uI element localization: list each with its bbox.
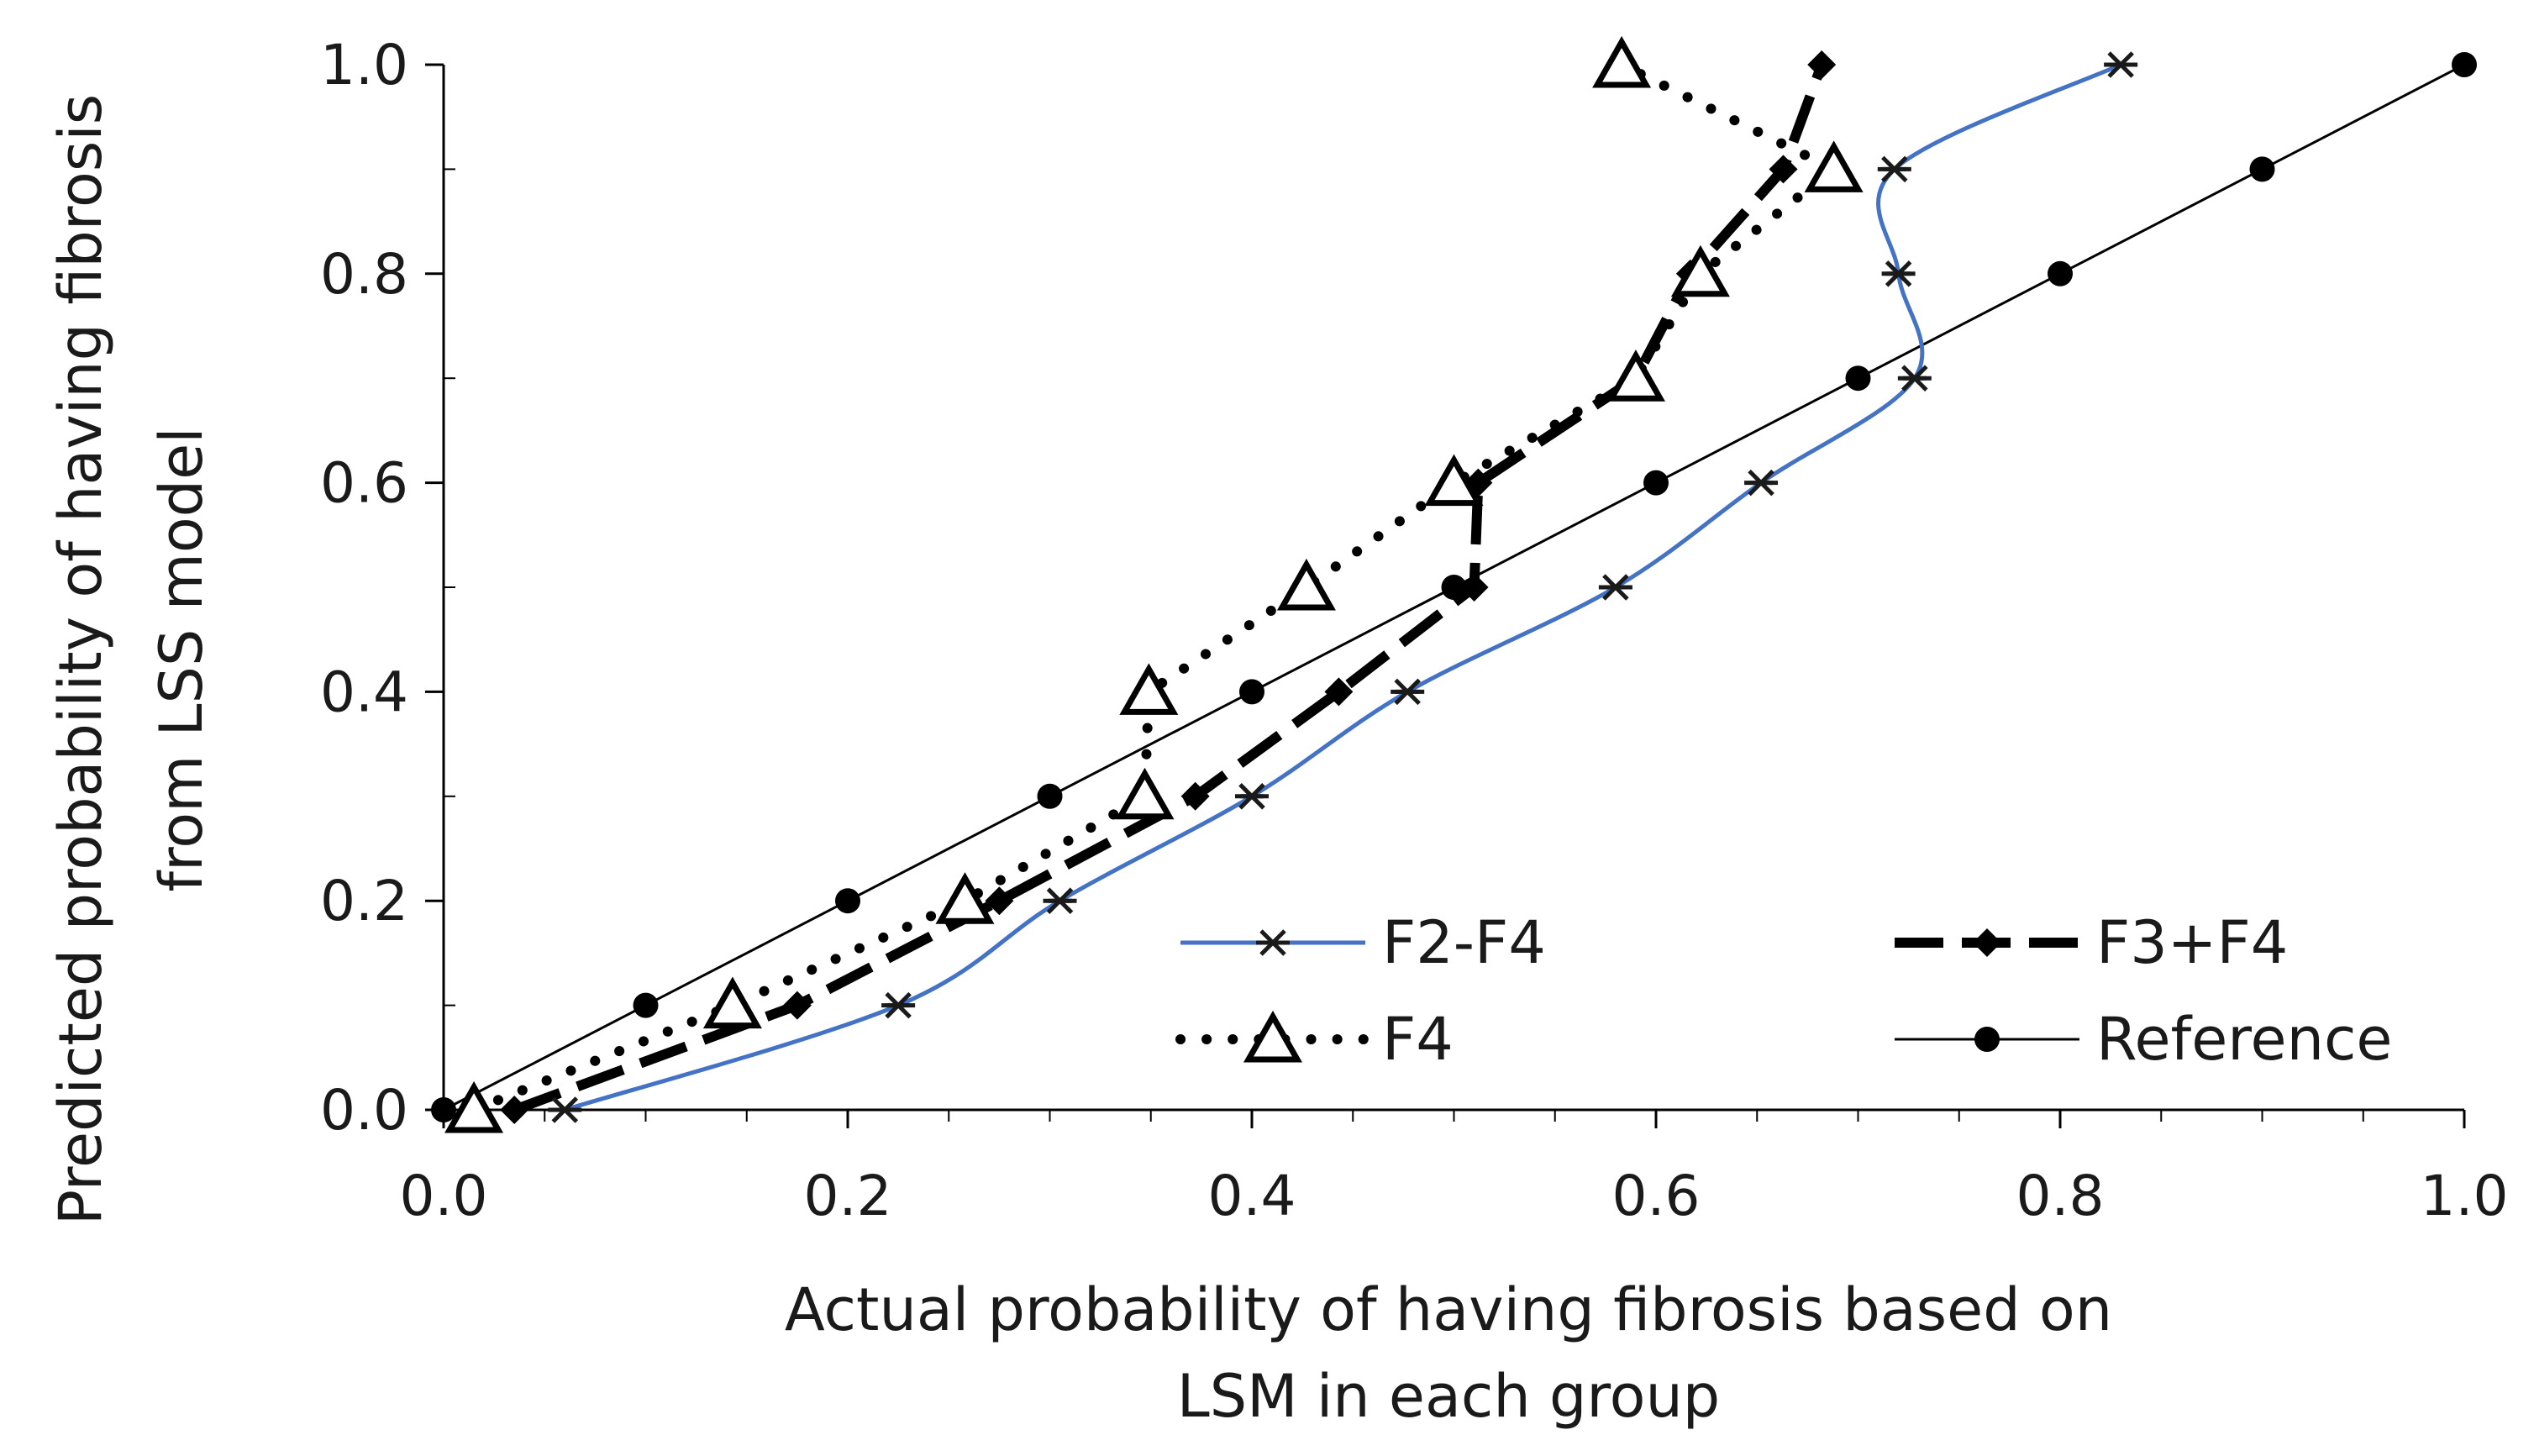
point-f2-f4 [881, 991, 916, 1019]
legend-marker-f2-f4 [1256, 929, 1290, 956]
series-line-f2-f4 [564, 62, 2122, 1112]
point-f3-f4 [1769, 155, 1798, 184]
y-tick-label: 0.8 [320, 242, 408, 307]
axis-titles: Actual probability of having fibrosis ba… [46, 94, 2112, 1431]
point-f2-f4 [2104, 51, 2138, 78]
point-f2-f4 [1744, 469, 1779, 497]
legend-label-reference: Reference [2096, 1005, 2393, 1074]
point-f2-f4 [1877, 155, 1911, 183]
series-markers [431, 35, 2477, 1133]
point-reference [1037, 783, 1063, 809]
point-reference [633, 992, 659, 1018]
series-line-f4 [469, 60, 1843, 1115]
ticks: 0.0 0.2 0.4 0.6 0.8 1.0 0.0 0.2 0.4 0.6 0.8 1.0 [320, 33, 2508, 1228]
point-f3-f4 [1180, 781, 1210, 811]
x-axis-title-line-1: Actual probability of having fibrosis ba… [785, 1275, 2112, 1344]
point-f4 [1119, 663, 1179, 715]
legend-marker-f4 [1243, 1010, 1303, 1063]
point-f4 [1592, 35, 1652, 88]
point-f2-f4 [548, 1096, 582, 1123]
x-tick-label: 0.6 [1612, 1164, 1701, 1228]
point-f2-f4 [1235, 783, 1269, 810]
legend-marker-f3-f4 [1973, 928, 2001, 957]
x-tick-label: 1.0 [2421, 1164, 2509, 1228]
point-f3-f4 [500, 1096, 529, 1124]
point-reference [1239, 679, 1264, 705]
x-tick-label: 0.4 [1208, 1164, 1296, 1228]
y-tick-label: 1.0 [320, 33, 408, 97]
point-f2-f4 [1598, 574, 1632, 601]
point-f2-f4 [1897, 365, 1932, 392]
y-tick-label: 0.2 [320, 869, 408, 933]
point-f4 [1606, 350, 1665, 402]
legend-item-f2-f4: F2-F4 [1180, 908, 1546, 977]
legend: F2-F4 F3+F4 F4 Reference [1175, 908, 2393, 1074]
x-tick-label: 0.0 [400, 1164, 488, 1228]
point-f4 [1804, 140, 1864, 192]
y-tick-label: 0.4 [320, 660, 408, 724]
point-reference [1845, 365, 1871, 392]
point-f4 [1115, 767, 1175, 820]
point-f3-f4 [985, 886, 1014, 916]
point-reference [1441, 575, 1467, 600]
point-reference [835, 888, 860, 914]
legend-item-f3-f4: F3+F4 [1895, 908, 2288, 977]
x-tick-label: 0.8 [2016, 1164, 2105, 1228]
x-axis-title-line-2: LSM in each group [1177, 1362, 1721, 1431]
legend-label-f2-f4: F2-F4 [1382, 908, 1546, 977]
legend-label-f4: F4 [1382, 1005, 1454, 1074]
point-reference [2452, 52, 2477, 77]
point-f3-f4 [1459, 573, 1489, 602]
legend-label-f3-f4: F3+F4 [2096, 908, 2288, 977]
point-reference [2048, 260, 2073, 286]
legend-item-f4: F4 [1175, 1005, 1454, 1074]
point-f3-f4 [1807, 50, 1837, 79]
y-axis-title-line-2: from LSS model [147, 427, 216, 891]
legend-item-reference: Reference [1895, 1005, 2393, 1074]
y-tick-label: 0.0 [320, 1078, 408, 1143]
point-f4 [1424, 454, 1484, 507]
x-tick-label: 0.2 [804, 1164, 892, 1228]
point-f3-f4 [782, 991, 812, 1020]
point-f2-f4 [1391, 678, 1425, 706]
point-f2-f4 [1881, 260, 1916, 287]
point-f3-f4 [1324, 677, 1354, 707]
y-tick-label: 0.6 [320, 451, 408, 516]
point-reference [431, 1097, 456, 1122]
point-f4 [702, 976, 762, 1029]
point-f4 [444, 1080, 504, 1133]
legend-marker-reference [1974, 1027, 2000, 1052]
y-axis-title-line-1: Predicted probability of having fibrosis [46, 94, 115, 1225]
point-reference [2249, 156, 2275, 182]
point-f2-f4 [1043, 887, 1077, 914]
point-f4 [1670, 244, 1730, 297]
point-reference [1643, 470, 1669, 496]
point-f4 [1276, 558, 1336, 611]
point-f4 [935, 872, 995, 924]
